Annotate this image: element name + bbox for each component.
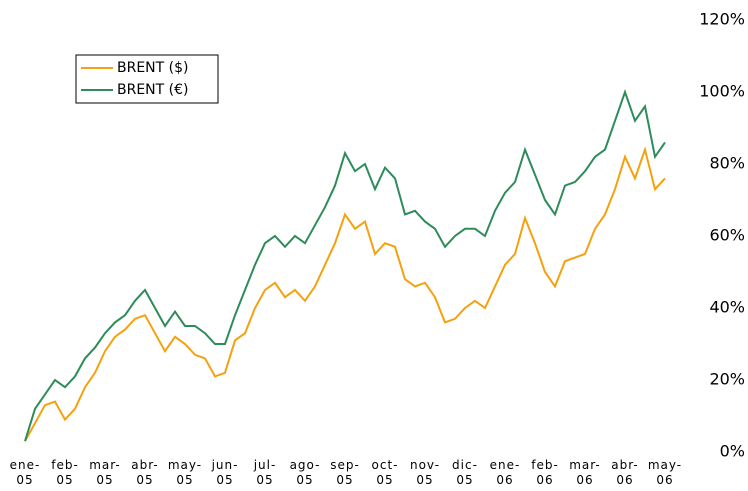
x-tick-label: feb- 05 <box>51 458 79 487</box>
y-tick-label: 0% <box>720 442 745 461</box>
x-tick-label: mar- 05 <box>89 458 121 487</box>
x-tick-label: oct- 05 <box>371 458 399 487</box>
x-tick-label: feb- 06 <box>531 458 559 487</box>
x-tick-label: nov- 05 <box>409 458 441 487</box>
y-tick-label: 120% <box>699 10 745 29</box>
x-tick-label: jun- 05 <box>211 458 239 487</box>
x-tick-label: ago- 05 <box>289 458 321 487</box>
line <box>24 88 666 442</box>
line <box>24 146 666 442</box>
legend-box <box>75 54 219 104</box>
x-tick-label: jul- 05 <box>253 458 277 487</box>
x-tick-label: mar- 06 <box>569 458 601 487</box>
legend-label: BRENT (€) <box>117 82 188 98</box>
y-tick-label: 100% <box>699 82 745 101</box>
y-tick-label: 60% <box>709 226 745 245</box>
y-tick-label: 20% <box>709 370 745 389</box>
x-tick-label: sep- 05 <box>330 458 360 487</box>
x-tick-label: ene- 06 <box>489 458 521 487</box>
x-tick-label: may- 06 <box>647 458 683 487</box>
legend-label: BRENT ($) <box>117 60 188 76</box>
x-tick-label: ene- 05 <box>9 458 41 487</box>
y-tick-label: 40% <box>709 298 745 317</box>
x-tick-label: may- 05 <box>167 458 203 487</box>
x-tick-label: dic- 05 <box>452 458 478 487</box>
x-tick-label: abr- 05 <box>131 458 159 487</box>
y-tick-label: 80% <box>709 154 745 173</box>
x-tick-label: abr- 06 <box>611 458 639 487</box>
